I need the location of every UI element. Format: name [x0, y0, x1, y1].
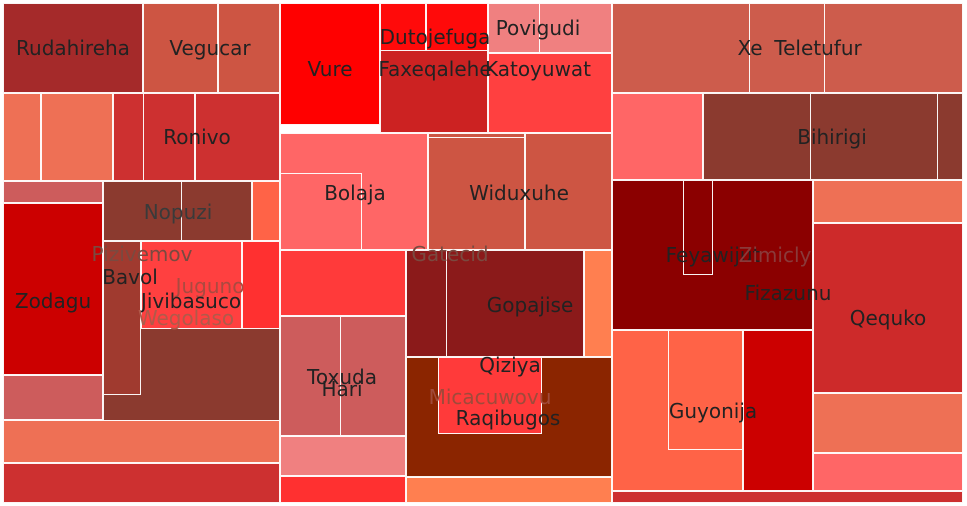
treemap-cell: [813, 180, 963, 223]
treemap-cell: [813, 453, 963, 491]
treemap-cell: [103, 241, 141, 395]
treemap-cell: [252, 181, 280, 241]
treemap-cell: [380, 50, 488, 133]
treemap-cell: [3, 463, 280, 503]
treemap-cell: [810, 93, 938, 180]
treemap-cell: [141, 241, 242, 329]
treemap-cell: [3, 375, 103, 420]
treemap-cell: [446, 250, 584, 357]
treemap-cell: [612, 491, 963, 503]
treemap-cell: [488, 53, 612, 133]
treemap-cell: [41, 93, 113, 181]
treemap-cell: [749, 3, 825, 93]
treemap-cell: [143, 93, 195, 181]
treemap-cell: [340, 316, 406, 436]
treemap-cell: [438, 357, 542, 434]
treemap-cell: [743, 330, 813, 491]
treemap-cell: [195, 93, 280, 181]
treemap-cell: [3, 93, 41, 181]
treemap-cell: [218, 3, 280, 93]
treemap-cell: [280, 436, 406, 476]
treemap-cell: [813, 223, 963, 393]
treemap-cell: [406, 477, 612, 503]
treemap-cell: [683, 180, 713, 275]
treemap-cell: [3, 420, 280, 463]
treemap-cell: [813, 393, 963, 453]
treemap-cell: [612, 93, 703, 180]
treemap-cell: [280, 250, 406, 316]
treemap-cell: [3, 203, 103, 375]
treemap-cell: [668, 330, 743, 450]
treemap-cell: [103, 181, 182, 241]
treemap-cell: [280, 476, 406, 503]
treemap-cell: [584, 250, 612, 357]
treemap-cell: [3, 3, 143, 93]
treemap-cell: [488, 3, 540, 53]
treemap-cell: [143, 3, 218, 93]
treemap-cell: [525, 133, 612, 250]
treemap-cell: [242, 241, 280, 329]
treemap-cell: [3, 181, 103, 203]
treemap-cell: [428, 137, 525, 250]
treemap-cell: [280, 173, 362, 250]
treemap-cell: [280, 3, 380, 125]
